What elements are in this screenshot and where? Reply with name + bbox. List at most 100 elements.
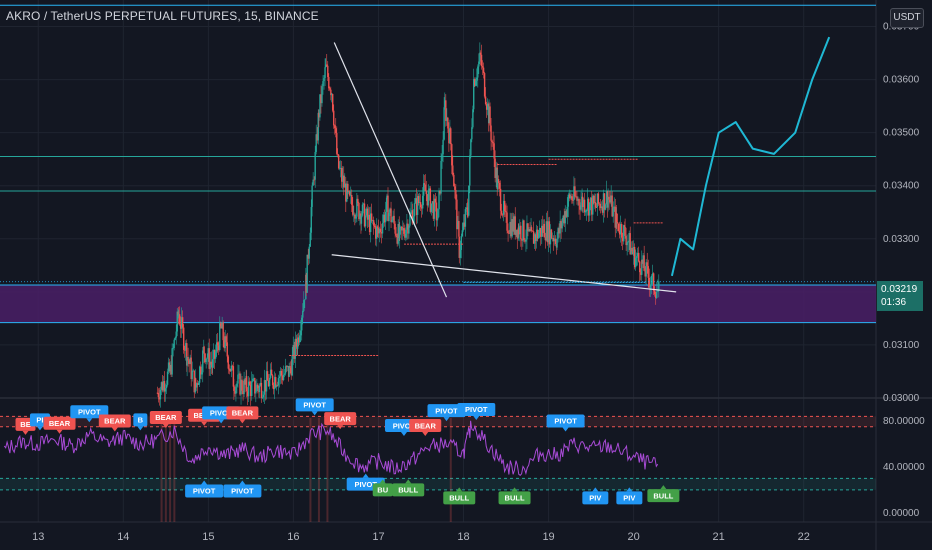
pivot-signal-label: PIV [616, 487, 643, 505]
signal-label-box [498, 491, 531, 505]
pivot-signal-label: PIV [582, 487, 609, 505]
signal-label-text: BULL [398, 486, 418, 495]
signal-label-box [616, 491, 643, 505]
candle-body [253, 378, 255, 379]
signal-label-text: PI [36, 416, 43, 425]
candle-body [649, 285, 651, 288]
candle-body [272, 385, 275, 390]
candle-body [212, 350, 215, 360]
candle-body [462, 222, 465, 231]
candle-body [392, 215, 394, 220]
candle-body [644, 270, 646, 277]
candle-body [230, 365, 233, 372]
candle-body [496, 167, 498, 190]
candle-body [345, 183, 347, 202]
candle-body [207, 348, 209, 358]
candle-body [495, 167, 497, 178]
candle-body [528, 229, 530, 232]
candle-body [325, 64, 327, 68]
candle-body [274, 377, 276, 390]
signal-label-pointer [660, 485, 667, 490]
candle-body [402, 228, 404, 231]
candle-body [251, 381, 253, 396]
candle-body [299, 335, 301, 343]
signal-label-text: PIVOT [435, 406, 458, 415]
x-tick-label: 16 [287, 531, 299, 543]
candle-body [386, 195, 388, 198]
signal-label-pointer [201, 421, 208, 426]
candle-body [329, 88, 331, 90]
signal-label-pointer [362, 473, 369, 478]
bear-signal-label: BEAR [43, 416, 76, 434]
candle-body [603, 193, 606, 210]
candle-body [483, 73, 486, 97]
candle-body [358, 203, 360, 220]
candle-body [254, 378, 256, 394]
y-tick-label: 0.03500 [883, 128, 920, 139]
candle-body [479, 52, 481, 62]
candle-body [654, 290, 656, 295]
candle-body [621, 224, 623, 238]
candle-body [592, 195, 594, 215]
y-tick-label: 0.03000 [883, 393, 920, 404]
signal-label-pointer [201, 480, 208, 485]
candle-body [226, 342, 228, 357]
pivot-signal-label: PIVOT [185, 480, 224, 498]
candle-body [411, 210, 414, 224]
candle-body [204, 353, 206, 363]
candle-body [564, 211, 566, 224]
candle-body [217, 342, 219, 346]
candle-body [169, 364, 171, 372]
candles [156, 42, 660, 408]
candle-body [242, 390, 244, 395]
x-tick-label: 21 [713, 531, 725, 543]
signal-label-box [427, 404, 466, 418]
signal-label-pointer [218, 419, 225, 424]
candle-body [260, 382, 263, 399]
rsi-highlight-bar [449, 418, 452, 522]
candle-body [193, 370, 195, 393]
candle-body [183, 327, 185, 350]
candle-body [510, 221, 512, 237]
candle-body [214, 351, 217, 359]
candle-body [159, 389, 162, 400]
candle-body [426, 194, 428, 206]
candle-body [642, 255, 644, 264]
candle-body [379, 228, 382, 233]
candle-body [572, 200, 574, 201]
candle-body [493, 143, 495, 159]
candle-body [585, 209, 588, 212]
candle-body [267, 380, 270, 387]
x-tick-label: 20 [627, 531, 639, 543]
candle-body [347, 191, 350, 193]
candle-body [369, 213, 372, 233]
candle-body [247, 381, 250, 397]
candle-body [446, 117, 448, 121]
candle-body [566, 206, 568, 217]
candle-body [562, 215, 564, 223]
candle-body [276, 385, 279, 387]
candle-body [229, 368, 232, 372]
candle-body [586, 198, 589, 210]
candle-body [201, 372, 203, 375]
candle-body [567, 194, 569, 207]
signal-label-box [324, 412, 357, 426]
candle-body [405, 229, 407, 238]
candle-body [294, 338, 296, 359]
candle-body [596, 193, 599, 208]
candle-body [206, 357, 208, 359]
candle-body [380, 232, 383, 234]
candle-body [518, 227, 520, 235]
pivot-signal-label: PIVOT [70, 405, 109, 423]
candle-body [410, 212, 412, 214]
candle-body [255, 391, 257, 394]
signal-label-text: PIVOT [210, 409, 233, 418]
candle-body [513, 216, 515, 232]
signal-label-box [223, 484, 262, 498]
candle-body [643, 255, 645, 271]
signal-label-pointer [443, 417, 450, 422]
candle-body [198, 366, 201, 383]
currency-badge[interactable]: USDT [890, 8, 924, 28]
candle-body [370, 213, 373, 221]
